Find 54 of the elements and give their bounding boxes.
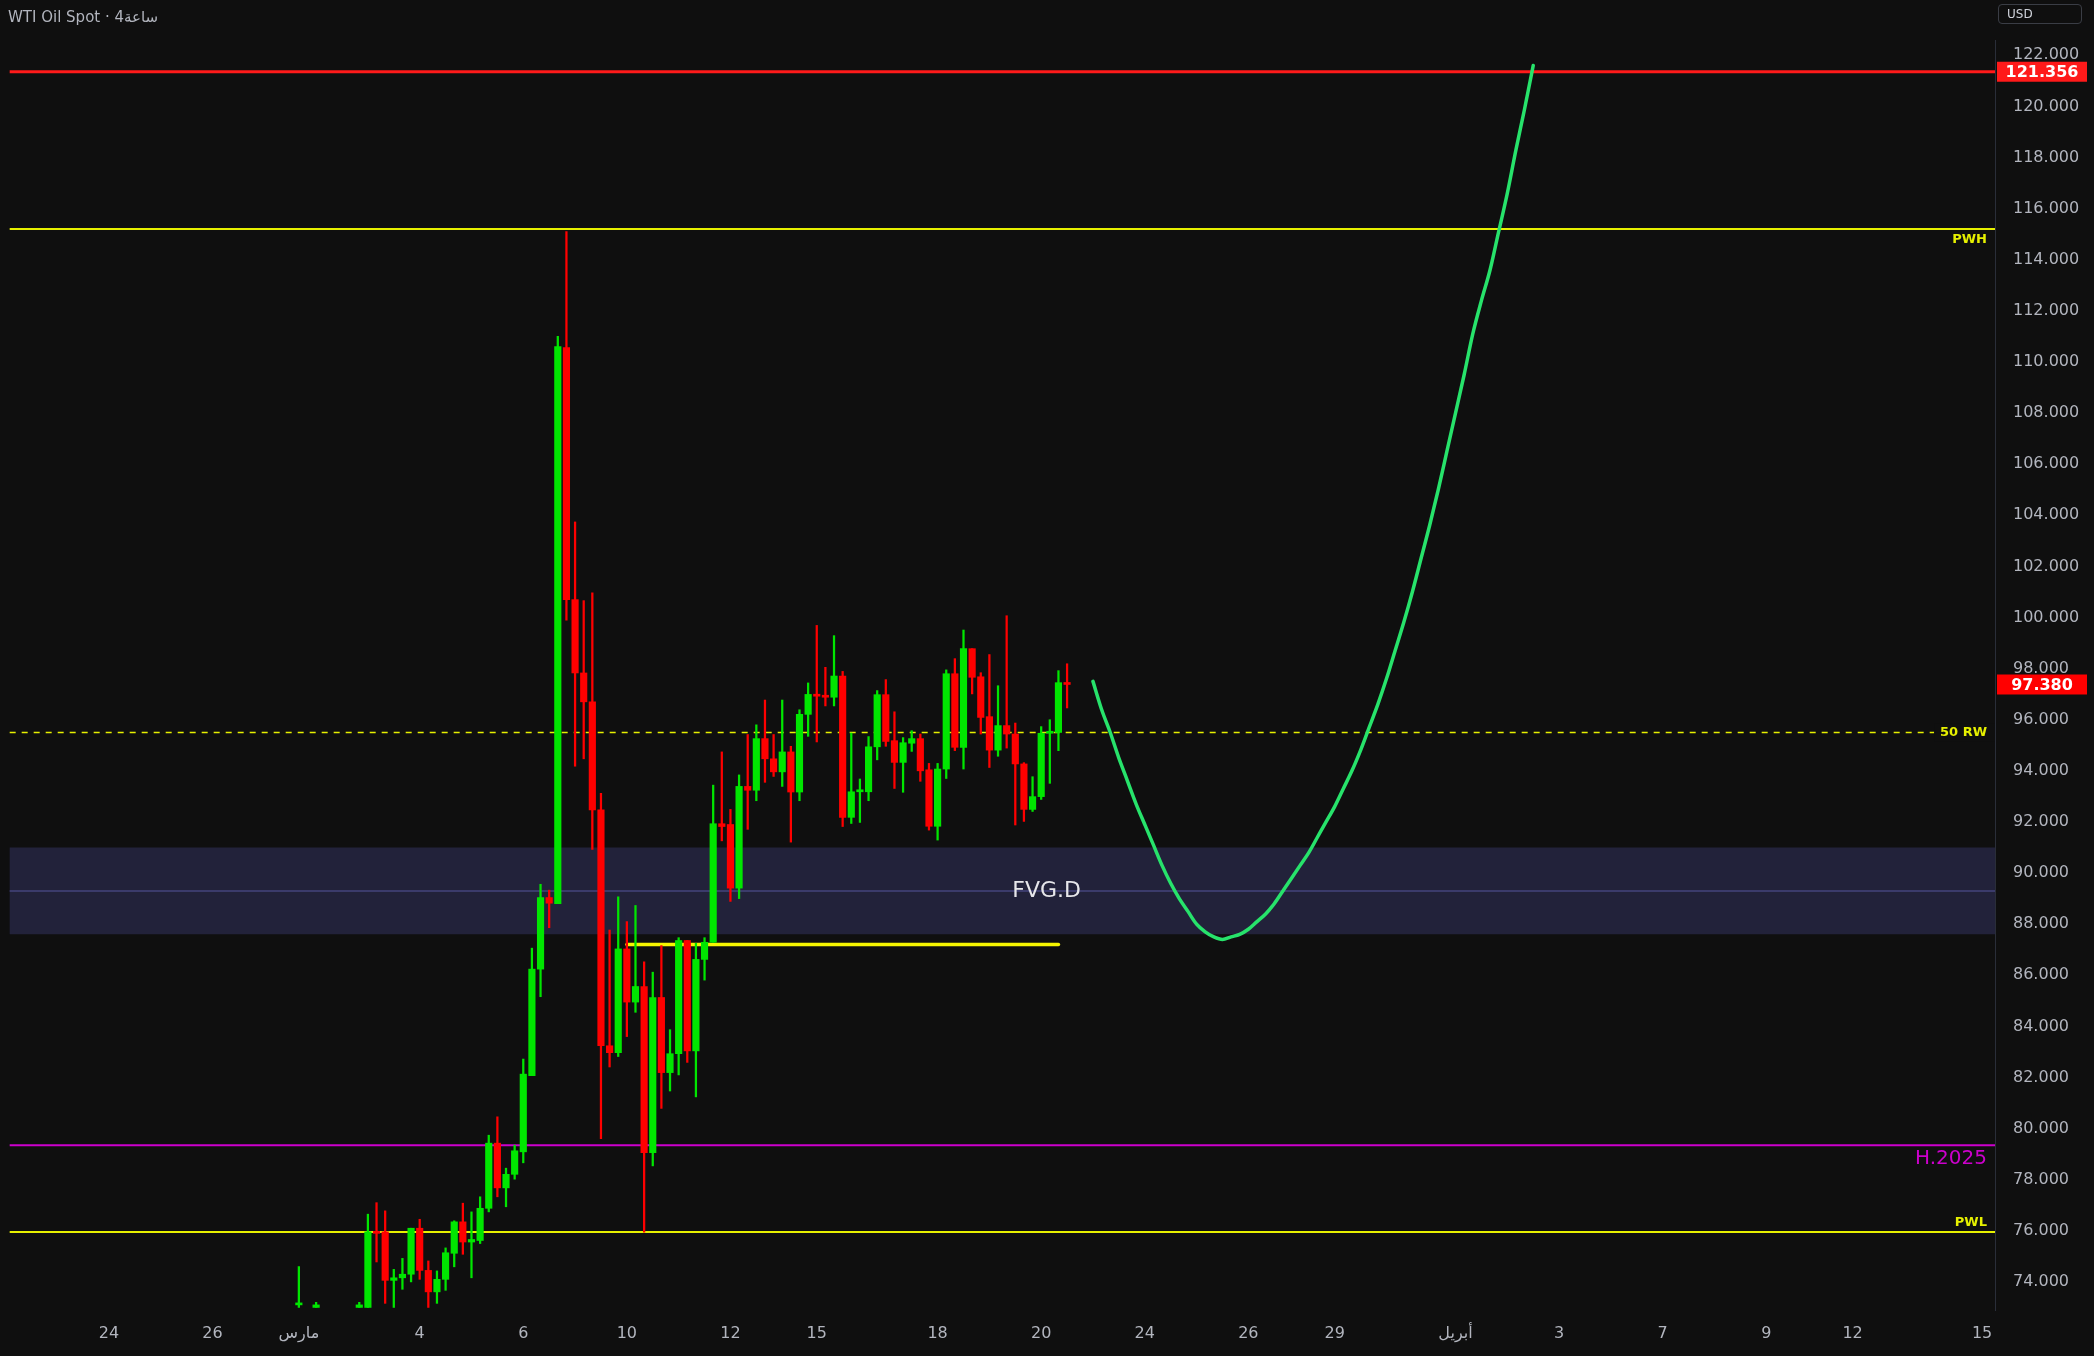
text: USD xyxy=(1998,4,2082,24)
line-series xyxy=(1091,63,1535,942)
x-tick-label: 7 xyxy=(1657,1322,1668,1342)
y-tick-label: 112.000 xyxy=(2013,300,2080,320)
x-tick-label: 9 xyxy=(1761,1322,1772,1342)
x-tick-label: 6 xyxy=(518,1322,529,1342)
y-tick-label: 90.000 xyxy=(2013,862,2069,882)
x-tick-label: 26 xyxy=(1238,1322,1259,1342)
chart-title: WTI Oil Spot · 4ساعة xyxy=(8,8,159,26)
y-tick-label: 122.000 xyxy=(2013,44,2080,64)
y-tick-label: 102.000 xyxy=(2013,555,2080,575)
x-tick-label: 29 xyxy=(1324,1322,1345,1342)
x-tick-label: 12 xyxy=(720,1322,741,1342)
y-tick-label: 94.000 xyxy=(2013,759,2069,779)
x-tick-label: 24 xyxy=(98,1322,120,1342)
x-tick-label: 18 xyxy=(927,1322,948,1342)
y-tick-label: 78.000 xyxy=(2013,1168,2069,1188)
ref-line-label: 121.356 xyxy=(2005,61,2079,81)
y-tick-label: 110.000 xyxy=(2013,351,2080,371)
ref-line-label: H.2025 xyxy=(1915,1145,1987,1170)
x-tick-label: 15 xyxy=(806,1322,827,1342)
x-tick-label: 24 xyxy=(1134,1322,1155,1342)
y-tick-label: 120.000 xyxy=(2013,95,2080,115)
y-tick-label: 82.000 xyxy=(2013,1066,2069,1086)
y-tick-label: 74.000 xyxy=(2013,1271,2069,1291)
x-tick-label: 10 xyxy=(616,1322,638,1342)
x-tick-label: 26 xyxy=(202,1322,223,1342)
x-tick-label: 15 xyxy=(1971,1322,1993,1342)
text: 97.380 xyxy=(2011,674,2073,694)
ref-line-label: PWH xyxy=(1952,230,1987,246)
y-tick-label: 108.000 xyxy=(2013,402,2080,422)
x-tick-label: 12 xyxy=(1842,1322,1863,1342)
x-tick-label: 4 xyxy=(414,1322,425,1342)
y-tick-label: 106.000 xyxy=(2013,453,2080,473)
x-tick-label: مارس xyxy=(278,1322,320,1343)
ref-line-label: 50 RW xyxy=(1940,723,1987,739)
x-tick-label: 3 xyxy=(1554,1322,1565,1342)
y-tick-label: 86.000 xyxy=(2013,964,2069,984)
x-tick-label: 20 xyxy=(1031,1322,1052,1342)
y-tick-label: 88.000 xyxy=(2013,913,2069,933)
y-tick-label: 116.000 xyxy=(2013,197,2080,217)
y-tick-label: 96.000 xyxy=(2013,708,2069,728)
y-tick-label: 98.000 xyxy=(2013,657,2069,677)
y-tick-label: 118.000 xyxy=(2013,146,2080,166)
x-tick-label: أبريل xyxy=(1438,1321,1473,1343)
y-tick-label: 104.000 xyxy=(2013,504,2080,524)
y-tick-label: 80.000 xyxy=(2013,1117,2069,1137)
y-tick-label: 84.000 xyxy=(2013,1015,2069,1035)
band-label: FVG.D xyxy=(1012,876,1081,902)
y-tick-label: 114.000 xyxy=(2013,248,2080,268)
y-tick-label: 92.000 xyxy=(2013,811,2069,831)
y-tick-label: 76.000 xyxy=(2013,1219,2069,1239)
ref-line-label: PWL xyxy=(1954,1213,1987,1229)
y-tick-label: 100.000 xyxy=(2013,606,2080,626)
